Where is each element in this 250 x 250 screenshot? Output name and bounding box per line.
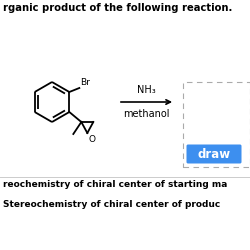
Text: Stereochemistry of chiral center of produc: Stereochemistry of chiral center of prod… [3, 200, 220, 209]
Text: reochemistry of chiral center of starting ma: reochemistry of chiral center of startin… [3, 180, 228, 189]
Text: NH₃: NH₃ [137, 85, 156, 95]
Text: O: O [88, 134, 95, 143]
Text: Br: Br [80, 78, 90, 87]
Bar [183, 82, 250, 167]
Text: draw: draw [198, 148, 230, 160]
Text: methanol: methanol [123, 109, 170, 119]
Text: rganic product of the following reaction.: rganic product of the following reaction… [3, 3, 232, 13]
FancyBboxPatch shape [186, 144, 242, 164]
